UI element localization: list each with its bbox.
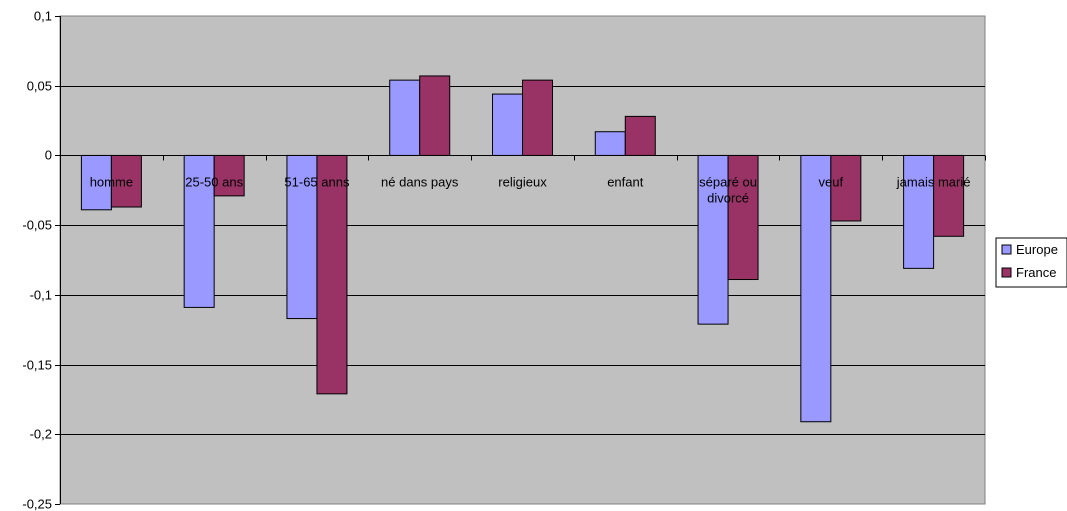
legend-swatch-france — [1001, 267, 1012, 278]
y-tick-label: -0,2 — [30, 427, 52, 442]
legend-label-france: France — [1016, 265, 1056, 280]
y-tick-label: 0 — [45, 148, 52, 163]
legend-swatch-europe — [1001, 244, 1012, 255]
y-tick-label: -0,15 — [22, 358, 52, 373]
bar-europe-3 — [286, 154, 318, 320]
category-label: 51-65 anns — [284, 175, 350, 190]
bar-france-1 — [110, 154, 142, 208]
category-labels: homme 25-50 ans 51-65 anns né dans pays reli… — [90, 175, 971, 206]
category-label: né dans pays — [381, 175, 459, 190]
bar-europe-9 — [903, 154, 935, 269]
bar-france-5 — [522, 79, 553, 156]
category-label: jamais marié — [896, 175, 971, 190]
y-tick-label: -0,25 — [22, 497, 52, 511]
legend-label-europe: Europe — [1016, 242, 1058, 257]
y-tick-label: -0,05 — [22, 218, 52, 233]
bar-france-4 — [419, 75, 451, 156]
category-label: religieux — [498, 175, 547, 190]
bar-france-2 — [213, 154, 245, 197]
bar-europe-5 — [492, 93, 523, 156]
category-label: 25-50 ans — [185, 175, 243, 190]
value-axis-ticks: 0,1 0,05 0 -0,05 -0,1 -0,15 -0,2 -0,25 — [22, 9, 61, 511]
bar-france-6 — [624, 115, 656, 156]
bar-europe-6 — [594, 131, 626, 156]
y-tick-label: 0,05 — [27, 79, 52, 94]
y-tick-label: -0,1 — [30, 288, 52, 303]
legend: Europe France — [995, 237, 1067, 288]
bar-france-7 — [727, 154, 759, 281]
y-tick-label: 0,1 — [34, 9, 52, 24]
category-label: enfant — [607, 175, 644, 190]
bar-france-8 — [830, 154, 862, 222]
bar-europe-8 — [800, 154, 832, 423]
category-label: homme — [90, 175, 133, 190]
bar-europe-4 — [389, 79, 421, 156]
bar-france-3 — [316, 154, 348, 395]
category-label: séparé ou divorcé — [699, 175, 757, 206]
category-label: veuf — [819, 175, 844, 190]
bar-france-9 — [933, 154, 965, 237]
